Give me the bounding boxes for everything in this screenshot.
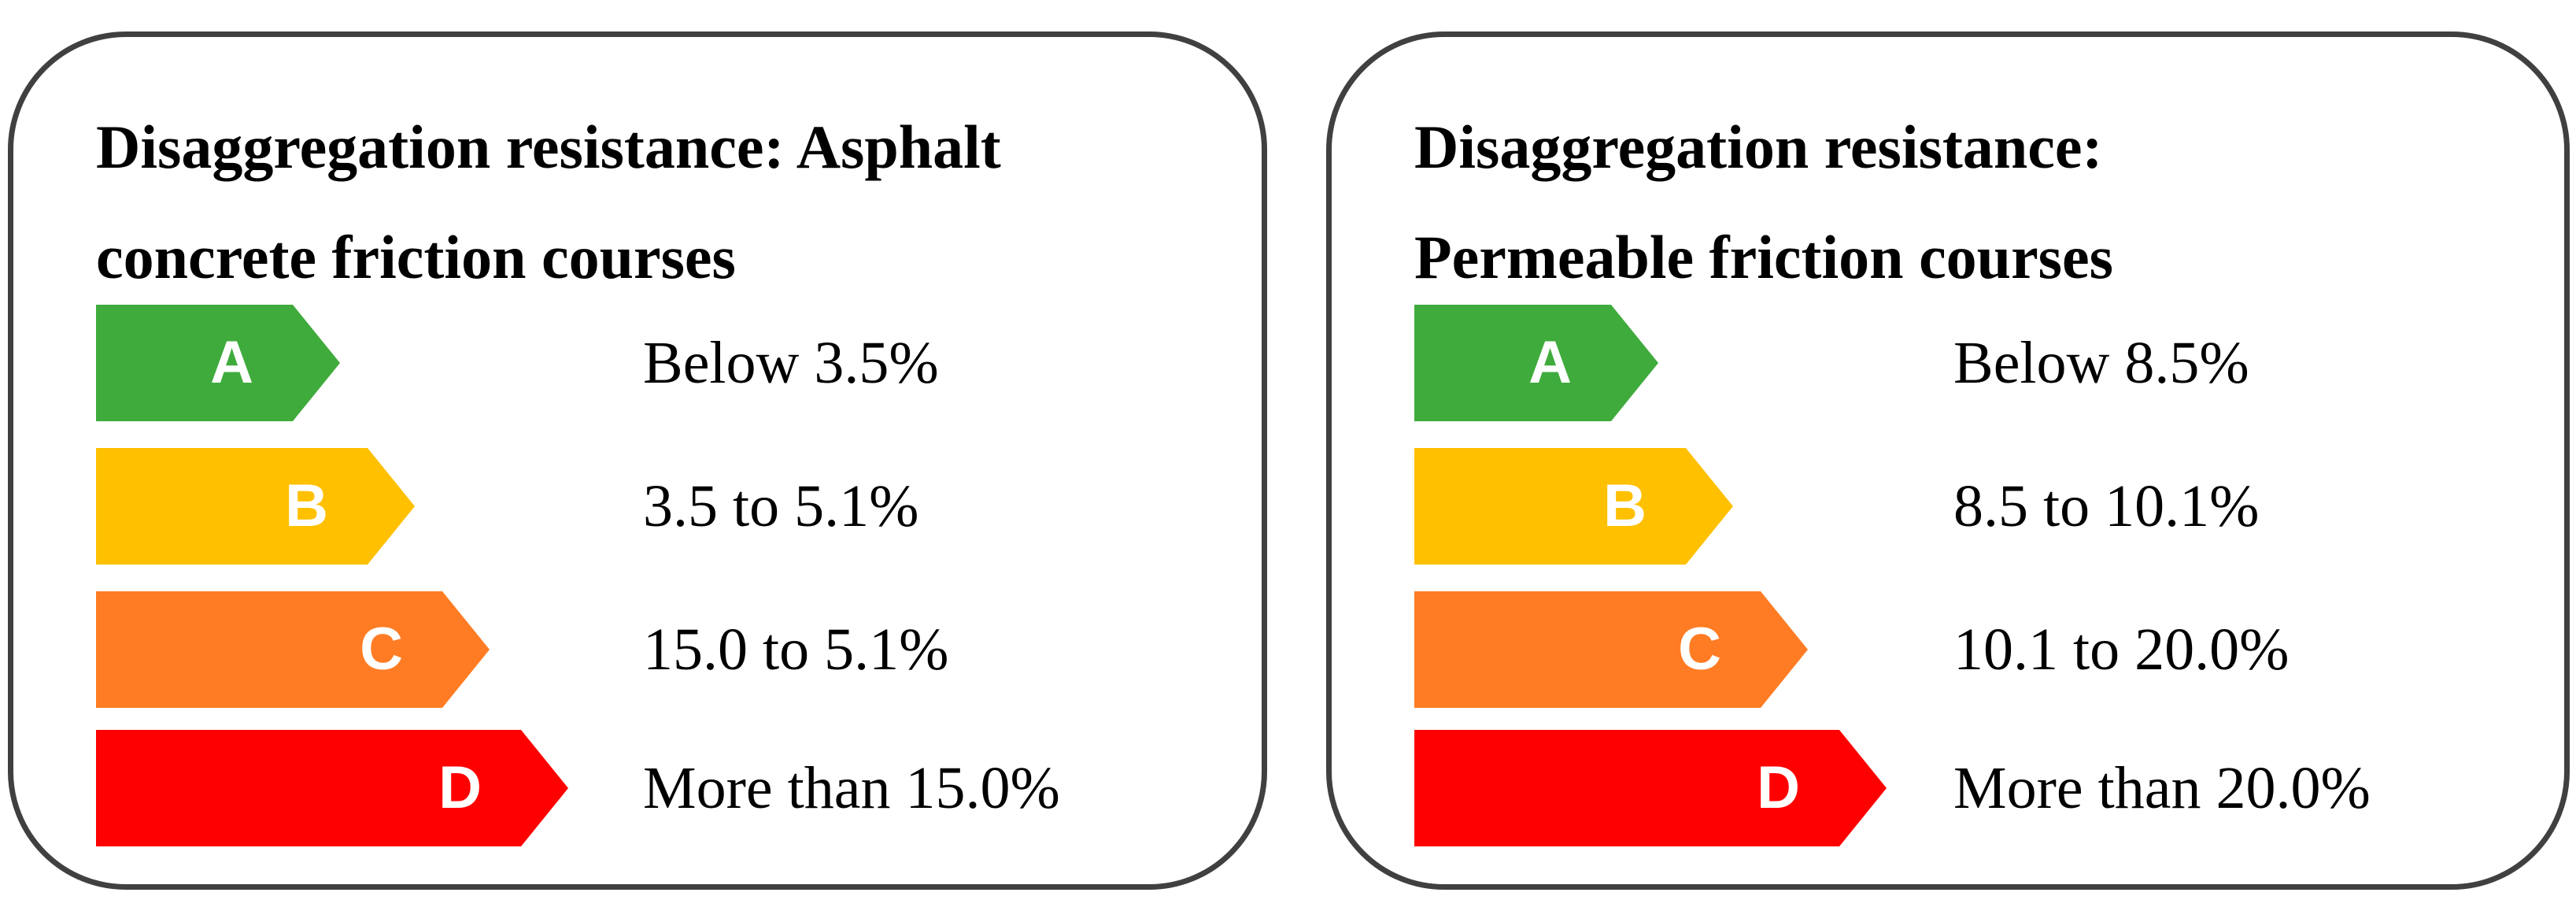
grade-arrow-d: D — [1414, 730, 1887, 846]
grade-arrow-d: D — [96, 730, 568, 846]
range-text-a: Below 3.5% — [643, 330, 939, 396]
grade-arrow-b: B — [96, 448, 415, 565]
range-text-c: 15.0 to 5.1% — [643, 617, 949, 683]
range-text-a: Below 8.5% — [1953, 330, 2249, 396]
title-line-1: Disaggregation resistance: — [1414, 113, 2103, 181]
grade-letter-d: D — [438, 754, 482, 821]
asphalt-concrete-panel: Disaggregation resistance: Asphalt concr… — [8, 31, 1267, 890]
grade-arrow-a: A — [1414, 305, 1658, 421]
grade-arrow-c: C — [1414, 591, 1808, 708]
range-text-d: More than 20.0% — [1953, 755, 2371, 821]
grade-letter-a: A — [1528, 329, 1572, 396]
range-text-b: 8.5 to 10.1% — [1953, 473, 2260, 539]
grade-letter-b: B — [1603, 472, 1646, 539]
grade-letter-d: D — [1757, 754, 1800, 821]
range-text-b: 3.5 to 5.1% — [643, 473, 919, 539]
grade-arrow-b: B — [1414, 448, 1733, 565]
grade-letter-b: B — [285, 472, 328, 539]
panel-title: Disaggregation resistance: Permeable fri… — [1414, 92, 2113, 313]
grade-arrow-a: A — [96, 305, 340, 421]
title-line-2: concrete friction courses — [96, 223, 736, 291]
grade-letter-c: C — [360, 616, 403, 683]
grade-letter-c: C — [1678, 616, 1721, 683]
title-line-1: Disaggregation resistance: Asphalt — [96, 113, 1001, 181]
range-text-c: 10.1 to 20.0% — [1953, 617, 2290, 683]
range-text-d: More than 15.0% — [643, 755, 1060, 821]
grade-letter-a: A — [210, 329, 253, 396]
title-line-2: Permeable friction courses — [1414, 223, 2114, 291]
grade-arrow-c: C — [96, 591, 490, 708]
panel-title: Disaggregation resistance: Asphalt concr… — [96, 92, 1001, 313]
permeable-friction-panel: Disaggregation resistance: Permeable fri… — [1326, 31, 2570, 890]
